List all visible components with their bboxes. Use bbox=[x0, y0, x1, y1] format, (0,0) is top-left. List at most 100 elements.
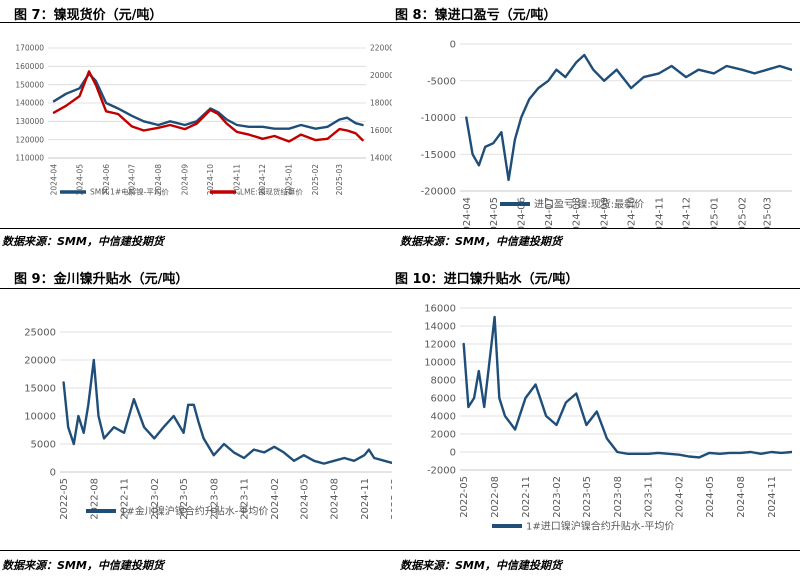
y-tick-label: -10000 bbox=[421, 113, 456, 124]
chart-import-nickel-premium: -2000 0 2000 4000 6000 8000 10000 12000 14000 160… bbox=[424, 304, 792, 533]
y-tick-label: 110000 bbox=[15, 154, 44, 163]
x-tick-label: 2022-11 bbox=[120, 478, 131, 520]
y-tick-label: 160000 bbox=[15, 62, 44, 71]
legend-label: 1#进口镍沪镍合约升贴水-平均价 bbox=[526, 520, 674, 533]
x-tick-label: 2024-10 bbox=[206, 164, 215, 196]
chart-title-7: 图 7：镍现货价（元/吨） bbox=[14, 8, 163, 23]
chart-title-10: 图 10：进口镍升贴水（元/吨） bbox=[395, 272, 579, 287]
x-tick-label: 2024-02 bbox=[675, 476, 686, 518]
chart-title-9: 图 9：金川镍升贴水（元/吨） bbox=[14, 272, 189, 287]
source-note-10: 数据来源：SMM，中信建投期货 bbox=[400, 559, 562, 572]
x-tick-label: 2025-01 bbox=[709, 197, 720, 228]
chart-jinchuan-premium: 0 5000 10000 15000 20000 25000 2022-05 2022-08 2… bbox=[24, 328, 392, 520]
y2-tick-label: 18000 bbox=[370, 99, 392, 108]
series-line bbox=[52, 70, 364, 143]
y-tick-label: 140000 bbox=[15, 99, 44, 108]
title-divider-top bbox=[0, 22, 800, 23]
source-divider-top bbox=[0, 228, 800, 229]
source-note-9: 数据来源：SMM，中信建投期货 bbox=[2, 559, 164, 572]
y-tick-label: 12000 bbox=[424, 340, 456, 351]
x-tick-label: 2024-11 bbox=[360, 478, 371, 520]
y-tick-label: -2000 bbox=[427, 466, 456, 477]
y-tick-label: 20000 bbox=[24, 356, 56, 367]
x-tick-label: 2023-11 bbox=[644, 476, 655, 518]
x-tick-label: 2022-05 bbox=[59, 478, 70, 520]
x-tick-label: 2024-06 bbox=[517, 197, 528, 228]
x-tick-label: 2024-08 bbox=[330, 478, 341, 520]
y-tick-label: 6000 bbox=[431, 394, 456, 405]
x-tick-label: 2024-07 bbox=[544, 197, 555, 228]
x-tick-label: 2023-02 bbox=[150, 478, 161, 520]
x-tick-label: 2023-11 bbox=[240, 478, 251, 520]
series-line bbox=[465, 53, 792, 182]
x-tick-label: 2024-09 bbox=[600, 197, 611, 228]
y2-tick-label: 20000 bbox=[370, 71, 392, 80]
x-tick-label: 2025-03 bbox=[763, 197, 774, 228]
x-tick-label: 2024-11 bbox=[767, 476, 778, 518]
y-tick-label: 0 bbox=[50, 468, 56, 479]
series-line bbox=[52, 72, 364, 130]
x-tick-label: 2024-11 bbox=[233, 164, 242, 196]
x-tick-label: 2024-04 bbox=[462, 197, 473, 228]
source-note-8: 数据来源：SMM，中信建投期货 bbox=[400, 235, 562, 248]
x-tick-label: 2024-12 bbox=[682, 197, 693, 228]
y-tick-label: 15000 bbox=[24, 384, 56, 395]
x-tick-label: 2023-05 bbox=[179, 478, 190, 520]
x-tick-label: 2024-04 bbox=[50, 164, 59, 196]
y-tick-label: 4000 bbox=[431, 412, 456, 423]
x-tick-label: 2024-02 bbox=[270, 478, 281, 520]
x-tick-label: 2024-05 bbox=[489, 197, 500, 228]
x-tick-label: 2023-08 bbox=[613, 476, 624, 518]
y-tick-label: 170000 bbox=[15, 44, 44, 53]
y-tick-label: 0 bbox=[450, 40, 456, 51]
x-tick-label: 2024-05 bbox=[299, 478, 310, 520]
source-divider-bottom bbox=[0, 550, 800, 551]
x-tick-label: 2024-10 bbox=[627, 197, 638, 228]
y-tick-label: -15000 bbox=[421, 150, 456, 161]
y-tick-label: 5000 bbox=[31, 440, 56, 451]
x-tick-label: 2024-11 bbox=[655, 197, 666, 228]
x-tick-label: 2024-08 bbox=[154, 164, 163, 196]
x-tick-label: 2024-08 bbox=[736, 476, 747, 518]
y-tick-label: 14000 bbox=[424, 322, 456, 333]
legend-label: 1#金川镍沪镍合约升贴水-平均价 bbox=[120, 505, 268, 518]
title-divider-bottom bbox=[0, 288, 800, 289]
x-tick-label: 2022-08 bbox=[89, 478, 100, 520]
x-tick-label: 2023-05 bbox=[582, 476, 593, 518]
x-tick-label: 2022-08 bbox=[490, 476, 501, 518]
y-tick-label: -20000 bbox=[421, 187, 456, 198]
x-tick-label: 2024-09 bbox=[180, 164, 189, 196]
y-tick-label: 120000 bbox=[15, 135, 44, 144]
chart-nickel-spot-price: 110000 120000 130000 140000 150000 160000 1700… bbox=[15, 44, 392, 197]
x-tick-label: 2024-08 bbox=[572, 197, 583, 228]
x-tick-label: 2024-05 bbox=[705, 476, 716, 518]
x-tick-label: 2023-08 bbox=[209, 478, 220, 520]
y-tick-label: -5000 bbox=[427, 76, 456, 87]
x-tick-label: 2024-07 bbox=[127, 164, 136, 196]
y-tick-label: 2000 bbox=[431, 430, 456, 441]
y2-tick-label: 22000 bbox=[370, 44, 392, 53]
y-tick-label: 130000 bbox=[15, 117, 44, 126]
x-tick-label: 2022-11 bbox=[521, 476, 532, 518]
y2-tick-label: 14000 bbox=[370, 154, 392, 163]
y-tick-label: 16000 bbox=[424, 304, 456, 315]
source-note-7: 数据来源：SMM，中信建投期货 bbox=[2, 235, 164, 248]
x-tick-label: 2025-02 bbox=[311, 164, 320, 196]
x-tick-label: 2025-01 bbox=[285, 164, 294, 196]
series-line bbox=[462, 315, 792, 459]
y2-tick-label: 16000 bbox=[370, 126, 392, 135]
legend-label: SMM 1#电解镍-平均价 bbox=[90, 187, 169, 197]
x-tick-label: 2025-02 bbox=[390, 478, 392, 520]
x-tick-label: 2023-02 bbox=[552, 476, 563, 518]
x-tick-label: 2022-05 bbox=[459, 476, 470, 518]
y-tick-label: 25000 bbox=[24, 328, 56, 339]
y-tick-label: 10000 bbox=[24, 412, 56, 423]
x-tick-label: 2024-06 bbox=[102, 164, 111, 196]
y-tick-label: 10000 bbox=[424, 358, 456, 369]
y-tick-label: 150000 bbox=[15, 80, 44, 89]
x-tick-label: 2025-03 bbox=[335, 164, 344, 196]
legend-label: 进口盈亏:镍:现货:最新价 bbox=[534, 198, 644, 211]
series-line bbox=[62, 358, 392, 465]
y-tick-label: 0 bbox=[450, 448, 456, 459]
x-tick-label: 2024-05 bbox=[75, 164, 84, 196]
